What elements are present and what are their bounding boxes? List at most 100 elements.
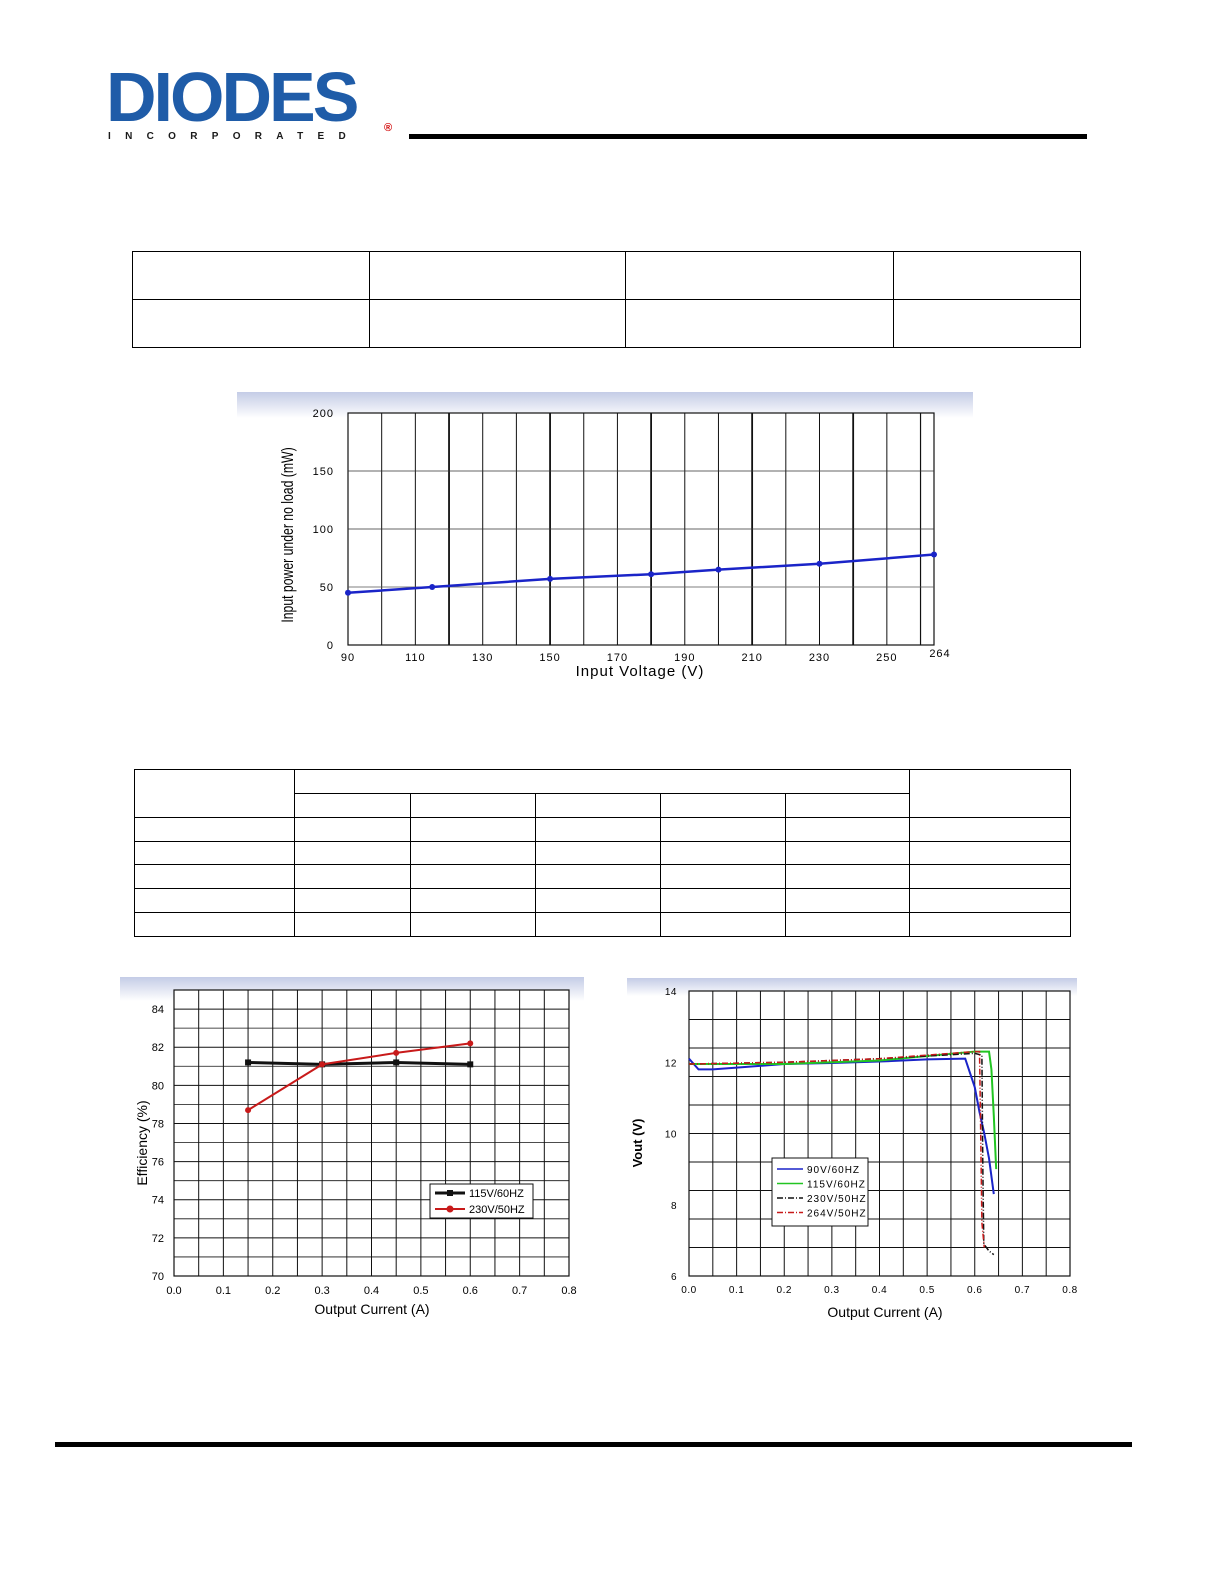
no-load-power-chart: 90 110 130 150 170 190 210 230 250 264 0 50 100 150 20… — [237, 392, 973, 680]
y-tick-label: 82 — [152, 1042, 164, 1054]
table-row — [134, 816, 1071, 842]
y-tick-label: 70 — [152, 1271, 164, 1283]
footer-rule — [55, 1442, 1132, 1447]
x-tick-label: 170 — [607, 652, 628, 664]
x-tick-label: 130 — [472, 652, 493, 664]
data-point — [715, 566, 722, 573]
y-tick-label: 200 — [313, 408, 334, 420]
legend-label: 230V/50HZ — [469, 1204, 525, 1216]
y-tick-label: 150 — [313, 466, 334, 478]
x-tick-label: 0.5 — [919, 1285, 934, 1296]
y-tick-label: 78 — [152, 1118, 164, 1130]
data-point — [429, 584, 436, 590]
y-axis-label: Input power under no load (mW) — [279, 447, 297, 622]
y-axis-label: Vout (V) — [630, 1119, 645, 1168]
x-axis-label: Output Current (A) — [314, 1301, 429, 1317]
x-tick-label: 0.2 — [777, 1285, 792, 1296]
data-point — [319, 1061, 326, 1068]
table-row — [134, 864, 1071, 890]
table-row — [134, 769, 1071, 818]
x-tick-label: 0.0 — [166, 1285, 181, 1297]
x-tick-label: 230 — [809, 652, 830, 664]
x-tick-label: 250 — [876, 652, 897, 664]
y-tick-label: 50 — [320, 582, 334, 594]
x-tick-label: 0.1 — [216, 1285, 231, 1297]
x-tick-label: 0.3 — [824, 1285, 839, 1296]
x-tick-label: 0.8 — [1062, 1285, 1077, 1296]
spec-table-2 — [134, 769, 1071, 937]
data-point — [245, 1107, 252, 1114]
y-tick-label: 100 — [313, 524, 334, 536]
x-tick-label: 0.6 — [463, 1285, 478, 1297]
legend-marker — [447, 1190, 453, 1196]
data-point — [467, 1040, 474, 1047]
spec-table-1 — [132, 251, 1081, 348]
legend-label: 115V/60HZ — [469, 1188, 524, 1200]
y-tick-label: 6 — [671, 1272, 677, 1283]
data-point — [345, 589, 351, 596]
y-tick-label: 8 — [671, 1201, 677, 1212]
logo-brand: DIODES — [106, 58, 359, 136]
legend-box — [429, 1183, 534, 1219]
data-point — [931, 551, 937, 558]
y-tick-label: 14 — [665, 987, 677, 998]
x-tick-label: 0.3 — [314, 1285, 329, 1297]
x-tick-label: 0.6 — [967, 1285, 982, 1296]
y-tick-label: 12 — [665, 1058, 677, 1069]
data-point — [467, 1061, 474, 1068]
x-tick-label: 0.8 — [561, 1285, 576, 1297]
data-point — [547, 575, 554, 582]
y-tick-label: 76 — [152, 1157, 164, 1169]
series-line — [688, 1050, 986, 1248]
y-axis-label: Efficiency (%) — [134, 1100, 150, 1185]
vout-chart: 0.0 0.1 0.2 0.3 0.4 0.5 0.6 0.7 0.8 6 8 10 12 14 90V/… — [627, 978, 1077, 1320]
x-tick-label: 0.7 — [1015, 1285, 1030, 1296]
table-row — [135, 792, 1071, 818]
legend-label: 115V/60HZ — [807, 1180, 866, 1191]
legend-label: 90V/60HZ — [807, 1165, 860, 1176]
data-point — [816, 560, 823, 567]
efficiency-chart: 0.0 0.1 0.2 0.3 0.4 0.5 0.6 0.7 0.8 70 72 74 76 78 80 8… — [120, 977, 584, 1317]
x-tick-label: 190 — [674, 652, 695, 664]
table-row — [134, 912, 1071, 937]
x-axis-label: Output Current (A) — [827, 1304, 942, 1320]
series-line — [247, 1042, 471, 1111]
x-tick-label: 0.5 — [413, 1285, 428, 1297]
x-tick-label: 0.0 — [681, 1285, 696, 1296]
x-tick-label: 0.4 — [872, 1285, 887, 1296]
series-line — [689, 1050, 998, 1170]
data-point — [648, 571, 655, 578]
table-row — [134, 840, 1071, 866]
table-row — [132, 251, 1081, 300]
x-tick-label: 110 — [405, 652, 426, 664]
x-axis-label: Input Voltage (V) — [576, 663, 705, 680]
legend-label: 230V/50HZ — [807, 1194, 867, 1205]
x-tick-label: 0.2 — [265, 1285, 280, 1297]
data-point — [393, 1059, 400, 1066]
y-tick-label: 74 — [152, 1195, 164, 1207]
legend-label: 264V/50HZ — [807, 1209, 867, 1220]
y-tick-label: 0 — [327, 640, 334, 652]
x-tick-label: 90 — [341, 652, 355, 664]
table-row — [132, 299, 1081, 348]
y-tick-label: 72 — [152, 1233, 164, 1245]
x-tick-label: 264 — [929, 648, 950, 660]
series-line — [688, 1057, 995, 1195]
x-tick-label: 210 — [741, 652, 762, 664]
series-line — [688, 1052, 995, 1256]
x-tick-label: 0.1 — [729, 1285, 744, 1296]
company-logo: DIODES — [106, 62, 396, 132]
table-row — [134, 888, 1071, 914]
series-line — [248, 1060, 471, 1066]
data-point — [393, 1049, 400, 1056]
y-tick-label: 80 — [152, 1080, 164, 1092]
x-tick-label: 0.4 — [364, 1285, 379, 1297]
logo-registered-mark: ® — [384, 122, 393, 134]
y-tick-label: 84 — [152, 1004, 164, 1016]
legend-marker — [446, 1205, 454, 1213]
header-rule — [409, 134, 1087, 139]
logo-subtitle: INCORPORATED — [108, 131, 360, 142]
x-tick-label: 150 — [539, 652, 560, 664]
data-point — [245, 1059, 252, 1066]
x-tick-label: 0.7 — [512, 1285, 527, 1297]
